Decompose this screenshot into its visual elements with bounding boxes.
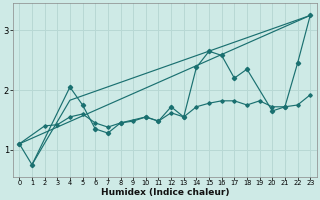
X-axis label: Humidex (Indice chaleur): Humidex (Indice chaleur) [100, 188, 229, 197]
